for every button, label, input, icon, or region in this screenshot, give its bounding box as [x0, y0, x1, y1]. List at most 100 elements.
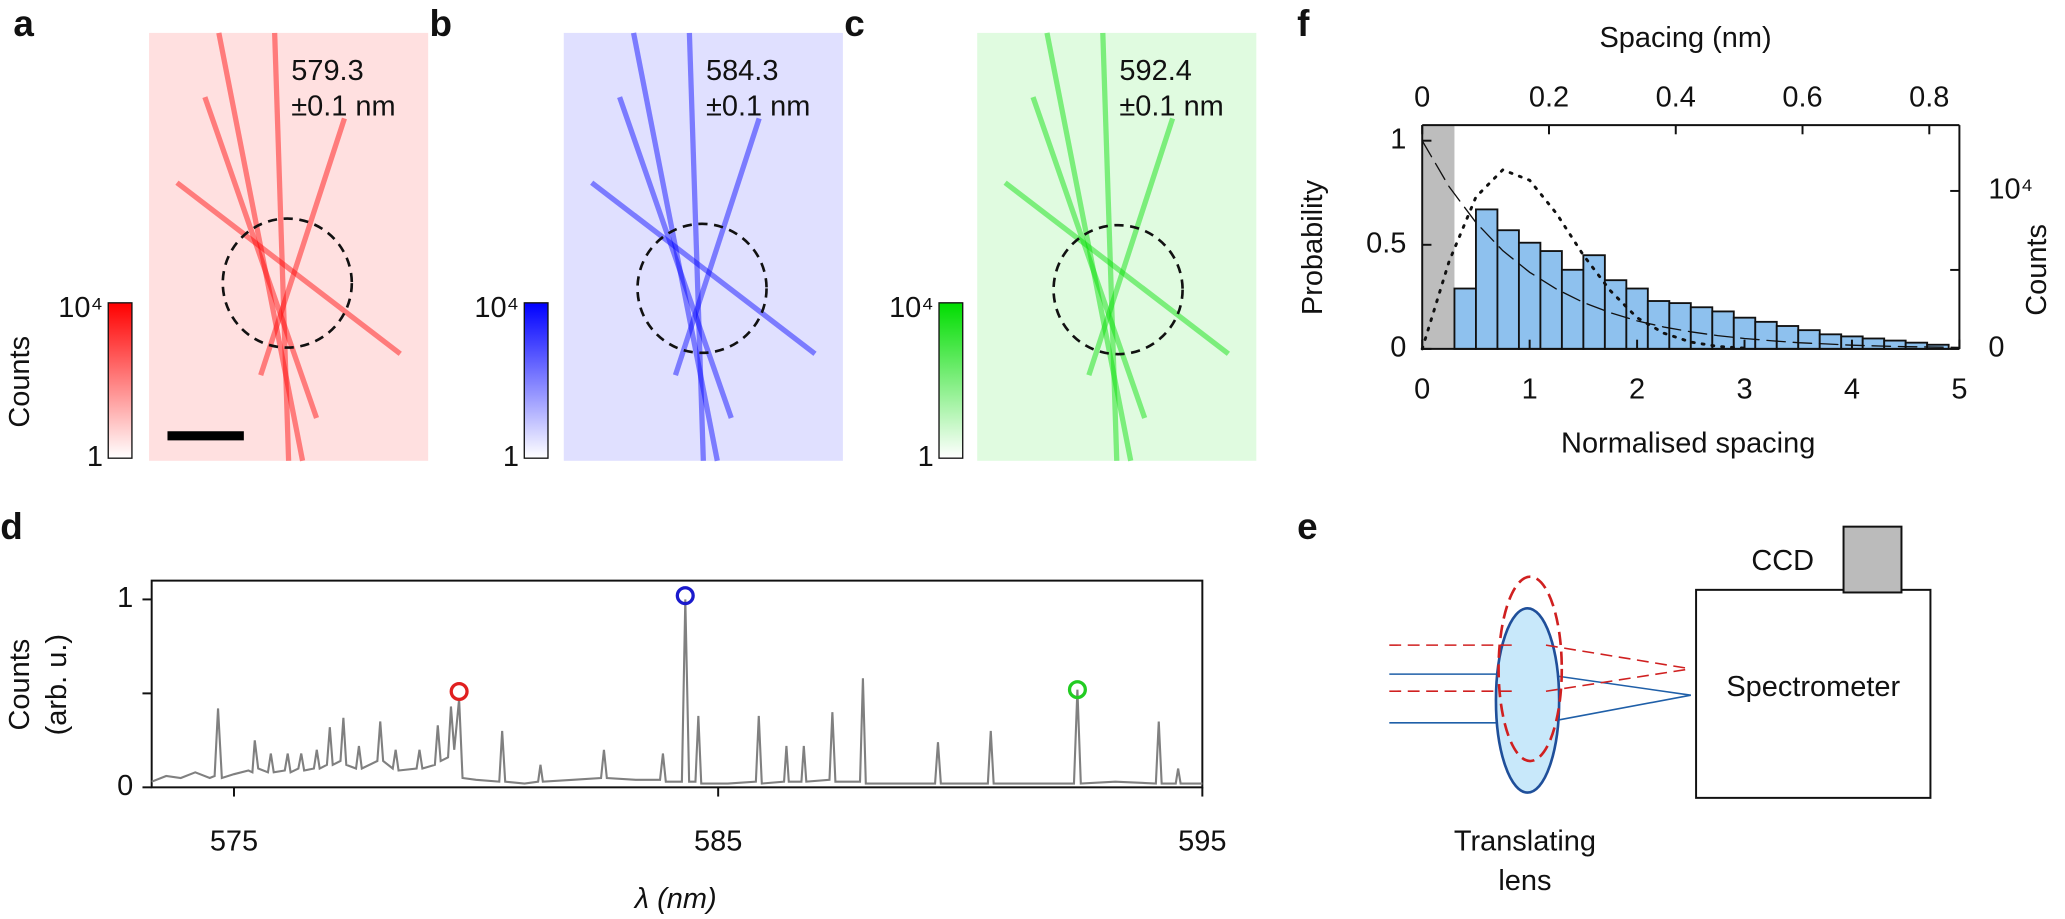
filament [672, 117, 762, 377]
bar [1517, 241, 1542, 350]
y2-axis-label: Counts [2021, 224, 2053, 316]
bar [1668, 302, 1692, 350]
filament [630, 32, 720, 462]
beam [1543, 694, 1691, 724]
x2-tick-label: 0 [1414, 81, 1430, 113]
image-background [977, 32, 1257, 461]
bar [1539, 250, 1563, 350]
y-tick-label: 1 [1390, 123, 1406, 155]
y-tick-label: 0 [117, 770, 133, 802]
spectrum-line [151, 599, 1203, 785]
x-tick-label: 595 [1178, 825, 1226, 857]
filament [1086, 117, 1176, 377]
filament [258, 117, 347, 377]
spectrometer-box [1695, 588, 1932, 799]
ccd-label: CCD [1751, 545, 1814, 577]
dotted-curve [1420, 168, 1746, 351]
filament [1044, 32, 1134, 462]
bar [1797, 329, 1821, 350]
colorbar-min: 1 [503, 441, 519, 473]
beam-shifted [1545, 668, 1691, 693]
y-axis-label: Counts [4, 639, 36, 731]
lens-label: Translating [1454, 825, 1596, 857]
y-tick-label: 1 [117, 582, 133, 614]
colorbar-min: 1 [87, 441, 103, 473]
setup-diagram: e CCD Spectrometer Translating lens [1297, 506, 1932, 897]
uncertainty: ±0.1 nm [706, 91, 810, 123]
colorbar-max: 10⁴ [889, 292, 934, 324]
wavelength: 579.3 [291, 55, 363, 87]
x2-axis-label: Spacing (nm) [1599, 22, 1771, 54]
x-tick-label: 1 [1522, 374, 1538, 406]
x-tick-label: 4 [1844, 374, 1860, 406]
colorbar-max: 10⁴ [58, 292, 103, 324]
bar [1861, 337, 1886, 350]
bar [1560, 268, 1585, 350]
x-tick-label: 0 [1414, 374, 1430, 406]
uncertainty: ±0.1 nm [1119, 91, 1223, 123]
y-axis-label: (arb. u.) [41, 634, 73, 735]
filament [1003, 180, 1231, 356]
bar [1818, 333, 1843, 350]
roi-circle [221, 217, 354, 349]
colorbar [938, 302, 964, 459]
panel-label: c [844, 3, 865, 44]
filament [590, 180, 817, 356]
lens [1494, 606, 1561, 794]
panel-label: a [13, 3, 34, 44]
beam-shifted [1545, 644, 1691, 670]
x2-tick-label: 0.2 [1529, 81, 1569, 113]
roi-circle [1052, 223, 1184, 356]
filament [617, 96, 734, 419]
filament [175, 180, 402, 356]
filament [216, 32, 306, 462]
bar [1775, 325, 1800, 350]
bar [1475, 208, 1499, 350]
colorbar [107, 302, 133, 459]
filament [1030, 96, 1148, 419]
beam [1543, 673, 1691, 696]
panel-label: d [0, 506, 23, 547]
x-tick-label: 575 [210, 825, 258, 857]
panel-label: f [1297, 3, 1310, 44]
x-axis-label: Normalised spacing [1561, 428, 1815, 460]
lens-shifted [1497, 575, 1564, 763]
image-background [149, 32, 429, 461]
wavelength: 592.4 [1119, 55, 1191, 87]
colorbar-max: 10⁴ [474, 292, 519, 324]
lens-label: lens [1498, 865, 1551, 897]
peak-marker [675, 586, 695, 606]
colorbar-title: Counts [4, 336, 36, 428]
wavelength: 584.3 [706, 55, 778, 87]
bar [1453, 287, 1477, 350]
dashed-curve [1421, 140, 1961, 349]
peak-marker [449, 681, 469, 702]
y2-tick-label: 0 [1988, 332, 2004, 364]
panel-label: b [429, 3, 452, 44]
roi-circle [636, 222, 768, 355]
x2-tick-label: 0.6 [1782, 81, 1822, 113]
x2-tick-label: 0.8 [1909, 81, 1949, 113]
x-tick-label: 3 [1736, 374, 1752, 406]
bar [1754, 320, 1778, 350]
bar [1883, 339, 1907, 350]
bar [1646, 300, 1671, 350]
excluded-region [1422, 125, 1455, 349]
colorbar-min: 1 [918, 441, 934, 473]
bar [1711, 310, 1735, 350]
x-tick-label: 585 [694, 825, 742, 857]
colorbar [523, 302, 549, 459]
image-background [563, 32, 843, 461]
y-axis-label: Probability [1297, 179, 1329, 315]
y-tick-label: 0 [1390, 332, 1406, 364]
panel-label: e [1297, 506, 1318, 547]
spectrometer-label: Spectrometer [1726, 671, 1900, 703]
filament [272, 32, 292, 461]
filament [1100, 32, 1120, 461]
ccd-box [1842, 525, 1903, 594]
x-tick-label: 2 [1629, 374, 1645, 406]
x-tick-label: 5 [1951, 374, 1967, 406]
peak-marker [1067, 680, 1087, 700]
x-axis-label: λ (nm) [633, 883, 717, 915]
